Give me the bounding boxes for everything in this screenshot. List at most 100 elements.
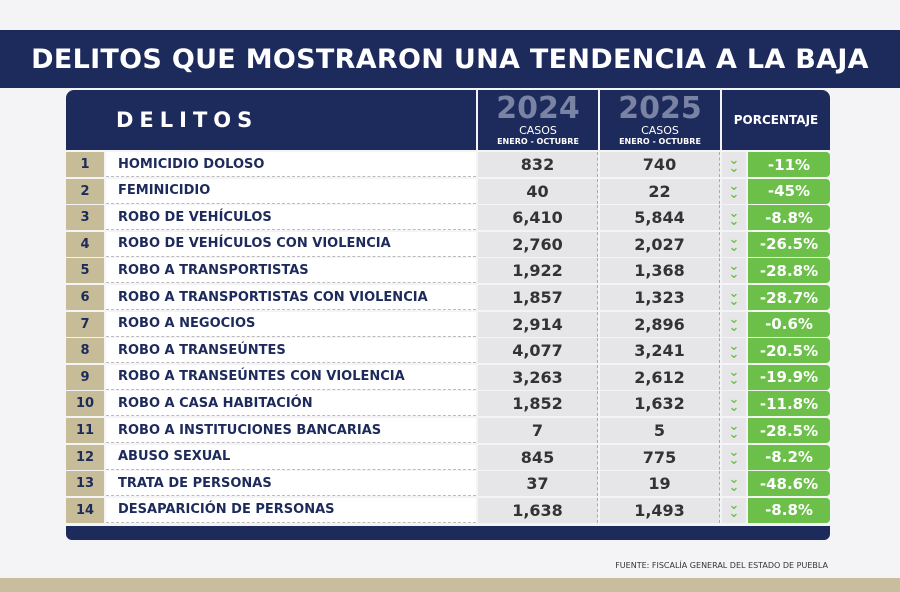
double-chevron-down-icon: ⌄ ⌄ (722, 444, 746, 470)
cases-2024: 4,077 (478, 338, 598, 364)
table-row: 14 DESAPARICIÓN DE PERSONAS 1,638 1,493 … (66, 497, 830, 523)
cases-2024: 2,914 (478, 311, 598, 337)
double-chevron-down-icon: ⌄ ⌄ (722, 364, 746, 390)
row-number: 6 (66, 285, 104, 310)
percentage-badge: -28.7% (748, 285, 830, 310)
percentage-badge: -26.5% (748, 231, 830, 257)
crime-name: ROBO A INSTITUCIONES BANCARIAS (106, 418, 476, 443)
double-chevron-down-icon: ⌄ ⌄ (722, 391, 746, 417)
row-number: 10 (66, 391, 104, 417)
table-row: 8 ROBO A TRANSEÚNTES 4,077 3,241 ⌄ ⌄ -20.… (66, 338, 830, 364)
percentage-badge: -20.5% (748, 338, 830, 364)
table-row: 6 ROBO A TRANSPORTISTAS CON VIOLENCIA 1,… (66, 285, 830, 310)
row-number: 4 (66, 231, 104, 257)
cases-2025: 2,027 (600, 231, 720, 257)
percentage-badge: -28.5% (748, 418, 830, 443)
table-row: 2 FEMINICIDIO 40 22 ⌄ ⌄ -45% (66, 178, 830, 204)
header-porcentaje: PORCENTAJE (722, 90, 830, 150)
table-row: 5 ROBO A TRANSPORTISTAS 1,922 1,368 ⌄ ⌄ -… (66, 258, 830, 284)
double-chevron-down-icon: ⌄ ⌄ (722, 231, 746, 257)
percentage-badge: -28.8% (748, 258, 830, 284)
cases-2025: 1,323 (600, 285, 720, 310)
double-chevron-down-icon: ⌄ ⌄ (722, 418, 746, 443)
row-number: 9 (66, 364, 104, 390)
cases-2024: 1,638 (478, 497, 598, 523)
cases-2024: 1,857 (478, 285, 598, 310)
period-label: ENERO - OCTUBRE (619, 137, 701, 146)
cases-2025: 1,368 (600, 258, 720, 284)
double-chevron-down-icon: ⌄ ⌄ (722, 152, 746, 177)
table-row: 4 ROBO DE VEHÍCULOS CON VIOLENCIA 2,760 … (66, 231, 830, 257)
row-number: 3 (66, 205, 104, 231)
table-row: 7 ROBO A NEGOCIOS 2,914 2,896 ⌄ ⌄ -0.6% (66, 311, 830, 337)
period-label: ENERO - OCTUBRE (497, 137, 579, 146)
year-2025: 2025 (618, 91, 702, 126)
cases-2025: 2,896 (600, 311, 720, 337)
crime-name: DESAPARICIÓN DE PERSONAS (106, 497, 476, 523)
table-footer-bar (66, 526, 830, 540)
table-row: 1 HOMICIDIO DOLOSO 832 740 ⌄ ⌄ -11% (66, 152, 830, 177)
cases-2025: 19 (600, 471, 720, 497)
percentage-badge: -8.8% (748, 205, 830, 231)
cases-2025: 1,493 (600, 497, 720, 523)
table-row: 11 ROBO A INSTITUCIONES BANCARIAS 7 5 ⌄ ⌄… (66, 418, 830, 443)
row-number: 7 (66, 311, 104, 337)
cases-2024: 40 (478, 178, 598, 204)
table-row: 9 ROBO A TRANSEÚNTES CON VIOLENCIA 3,263… (66, 364, 830, 390)
percentage-badge: -11.8% (748, 391, 830, 417)
table-row: 13 TRATA DE PERSONAS 37 19 ⌄ ⌄ -48.6% (66, 471, 830, 497)
bottom-bar (0, 578, 900, 592)
page-title: DELITOS QUE MOSTRARON UNA TENDENCIA A LA… (0, 30, 900, 88)
row-number: 14 (66, 497, 104, 523)
source-note: FUENTE: FISCALÍA GENERAL DEL ESTADO DE P… (615, 561, 828, 570)
cases-2025: 5 (600, 418, 720, 443)
cases-2025: 2,612 (600, 364, 720, 390)
double-chevron-down-icon: ⌄ ⌄ (722, 258, 746, 284)
double-chevron-down-icon: ⌄ ⌄ (722, 338, 746, 364)
crime-name: ROBO A TRANSPORTISTAS CON VIOLENCIA (106, 285, 476, 310)
percentage-badge: -45% (748, 178, 830, 204)
double-chevron-down-icon: ⌄ ⌄ (722, 205, 746, 231)
row-number: 5 (66, 258, 104, 284)
row-number: 13 (66, 471, 104, 497)
cases-2024: 6,410 (478, 205, 598, 231)
casos-label: CASOS (641, 124, 679, 137)
crime-name: ROBO A TRANSPORTISTAS (106, 258, 476, 284)
crime-name: ROBO A TRANSEÚNTES (106, 338, 476, 364)
row-number: 1 (66, 152, 104, 177)
row-number: 8 (66, 338, 104, 364)
crime-name: HOMICIDIO DOLOSO (106, 152, 476, 177)
percentage-badge: -8.2% (748, 444, 830, 470)
cases-2024: 37 (478, 471, 598, 497)
percentage-badge: -19.9% (748, 364, 830, 390)
table-row: 10 ROBO A CASA HABITACIÓN 1,852 1,632 ⌄ ⌄… (66, 391, 830, 417)
row-number: 2 (66, 178, 104, 204)
cases-2024: 2,760 (478, 231, 598, 257)
crime-name: ROBO A TRANSEÚNTES CON VIOLENCIA (106, 364, 476, 390)
row-number: 11 (66, 418, 104, 443)
cases-2024: 845 (478, 444, 598, 470)
cases-2025: 22 (600, 178, 720, 204)
crime-name: ROBO A CASA HABITACIÓN (106, 391, 476, 417)
cases-2024: 3,263 (478, 364, 598, 390)
header-2025: 2025 CASOS ENERO - OCTUBRE (600, 90, 720, 150)
table-row: 3 ROBO DE VEHÍCULOS 6,410 5,844 ⌄ ⌄ -8.8% (66, 205, 830, 231)
cases-2025: 775 (600, 444, 720, 470)
crime-name: FEMINICIDIO (106, 178, 476, 204)
table-row: 12 ABUSO SEXUAL 845 775 ⌄ ⌄ -8.2% (66, 444, 830, 470)
casos-label: CASOS (519, 124, 557, 137)
header-delitos: DELITOS (66, 90, 476, 150)
row-number: 12 (66, 444, 104, 470)
year-2024: 2024 (496, 91, 580, 126)
header-2024: 2024 CASOS ENERO - OCTUBRE (478, 90, 598, 150)
percentage-badge: -0.6% (748, 311, 830, 337)
percentage-badge: -8.8% (748, 497, 830, 523)
cases-2025: 740 (600, 152, 720, 177)
double-chevron-down-icon: ⌄ ⌄ (722, 285, 746, 310)
cases-2024: 832 (478, 152, 598, 177)
cases-2025: 5,844 (600, 205, 720, 231)
crime-name: ROBO DE VEHÍCULOS CON VIOLENCIA (106, 231, 476, 257)
double-chevron-down-icon: ⌄ ⌄ (722, 311, 746, 337)
crime-name: ROBO DE VEHÍCULOS (106, 205, 476, 231)
crime-name: TRATA DE PERSONAS (106, 471, 476, 497)
